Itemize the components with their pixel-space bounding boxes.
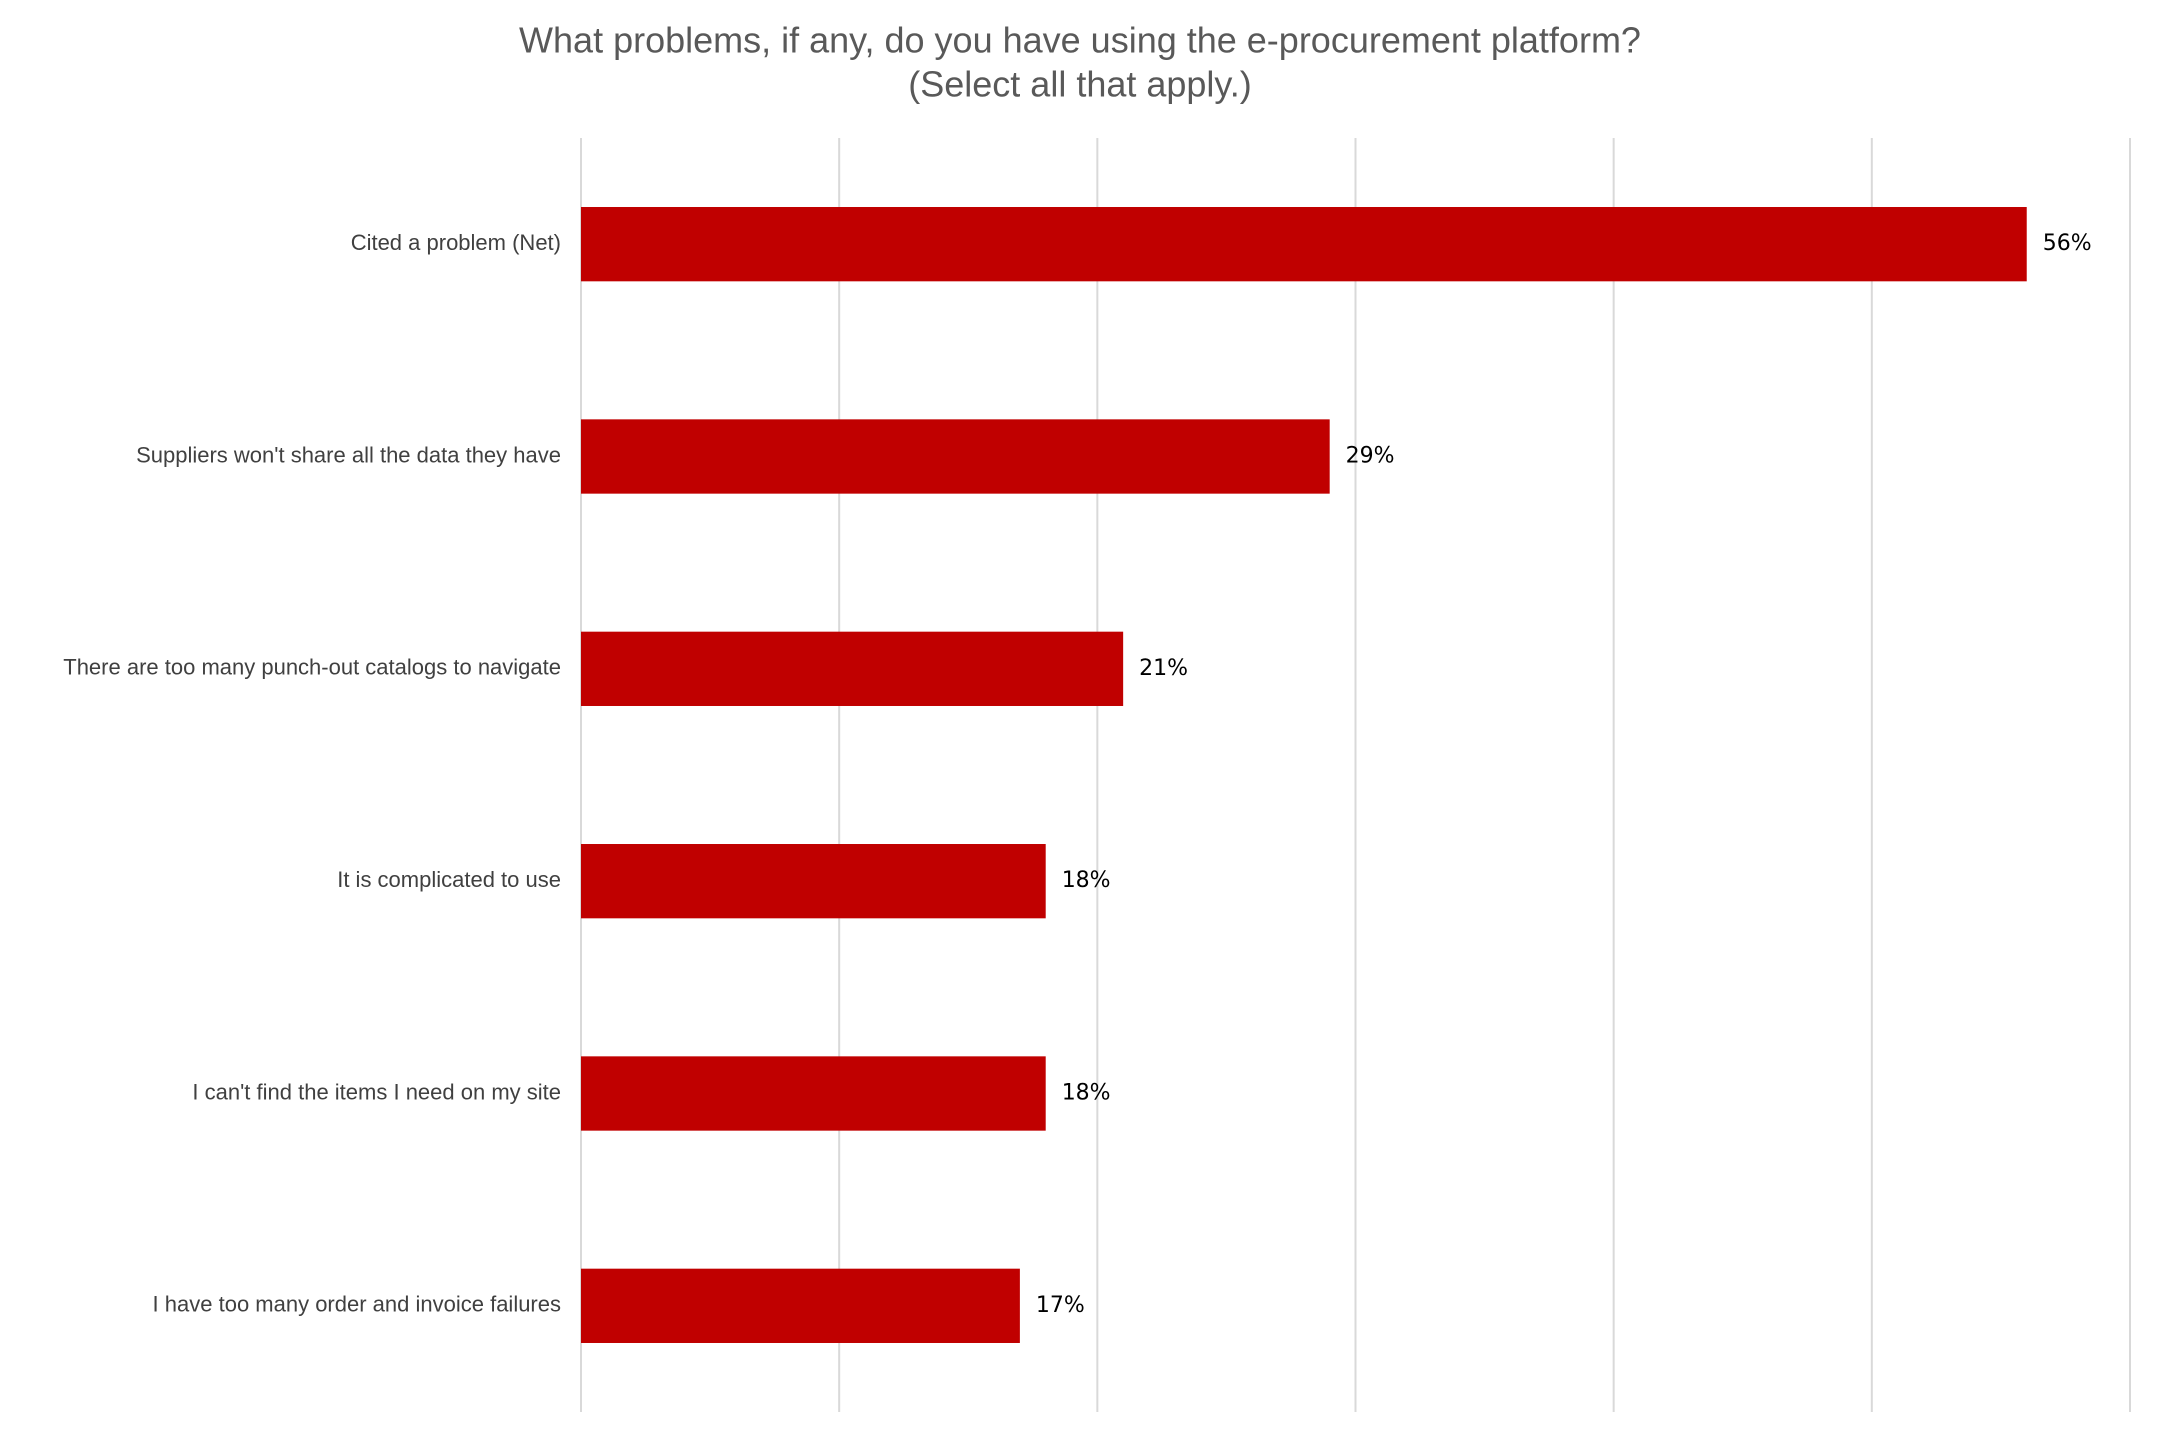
bar (581, 844, 1046, 919)
y-tick-label: I can't find the items I need on my site (192, 1079, 561, 1104)
bar (581, 631, 1124, 706)
y-tick-label: There are too many punch-out catalogs to… (63, 655, 561, 680)
y-tick-label: It is complicated to use (337, 867, 561, 892)
y-tick-label: Suppliers won't share all the data they … (136, 442, 561, 467)
data-label: 56% (2043, 231, 2092, 256)
bar (581, 1056, 1046, 1131)
data-label: 18% (1062, 868, 1111, 893)
bar (581, 207, 2027, 282)
data-label: 21% (1139, 656, 1188, 681)
y-tick-label: Cited a problem (Net) (351, 230, 561, 255)
chart-subtitle: (Select all that apply.) (908, 64, 1252, 105)
bar (581, 1268, 1020, 1343)
chart-title: What problems, if any, do you have using… (519, 20, 1641, 61)
data-label: 17% (1036, 1293, 1085, 1318)
bar (581, 419, 1330, 494)
y-tick-label: I have too many order and invoice failur… (153, 1292, 561, 1317)
data-label: 18% (1062, 1081, 1111, 1106)
data-label: 29% (1346, 444, 1395, 469)
